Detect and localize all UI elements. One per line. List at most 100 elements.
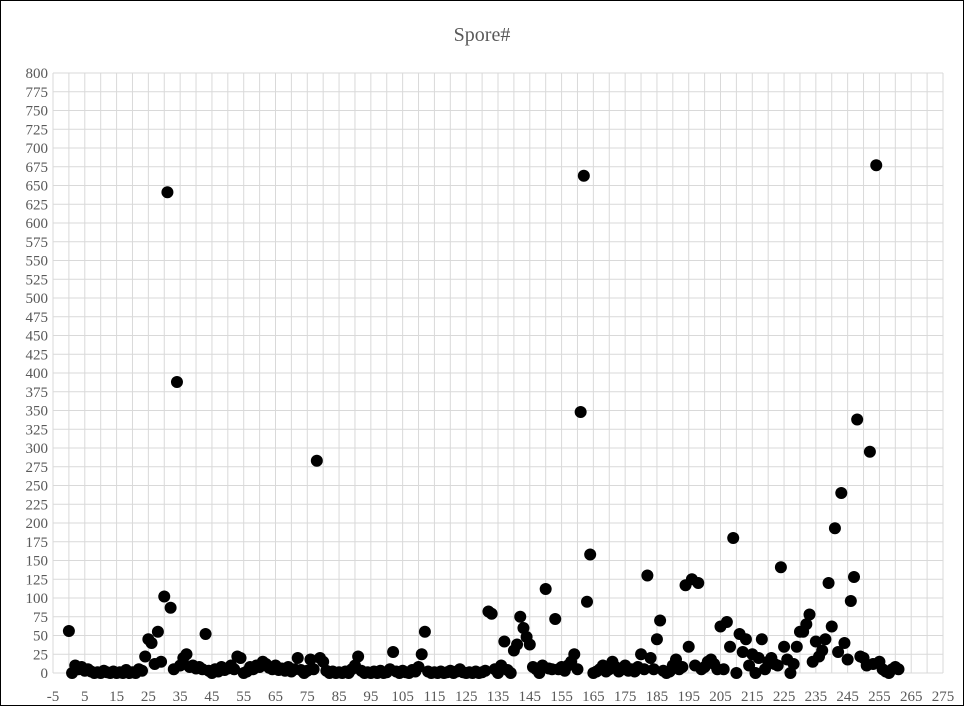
data-point — [736, 646, 749, 658]
data-point — [504, 667, 517, 679]
data-point — [581, 595, 593, 608]
data-point — [180, 648, 193, 661]
y-tick-label: 725 — [26, 122, 49, 138]
data-point — [739, 633, 752, 646]
data-point — [412, 661, 425, 673]
x-tick-label: 245 — [836, 689, 859, 705]
data-point — [317, 655, 330, 668]
y-tick-label: 550 — [26, 254, 49, 270]
y-tick-label: 400 — [26, 366, 49, 382]
y-axis-tick-labels: 0 25 50 75 100 125 150 175 200 225 250 275 300 325 350… — [26, 66, 49, 682]
x-tick-label: 255 — [868, 689, 891, 705]
data-point — [778, 640, 791, 653]
x-tick-label: 85 — [332, 689, 347, 705]
data-point — [641, 569, 654, 582]
data-point — [863, 445, 876, 458]
data-point — [644, 652, 657, 664]
x-tick-label: 5 — [81, 689, 89, 705]
x-tick-label: 35 — [173, 689, 188, 705]
x-tick-label: 15 — [109, 689, 124, 705]
data-point — [654, 614, 667, 627]
data-point — [809, 635, 822, 648]
data-point — [800, 618, 813, 631]
data-point — [136, 664, 148, 677]
data-point — [727, 532, 740, 544]
x-tick-label: 75 — [300, 689, 315, 705]
y-tick-label: 350 — [26, 404, 49, 420]
data-point — [234, 652, 247, 664]
x-tick-label: 165 — [582, 689, 605, 705]
data-point — [749, 667, 762, 679]
y-tick-label: 475 — [26, 310, 49, 326]
data-point — [228, 663, 241, 676]
y-tick-label: 100 — [26, 591, 49, 607]
data-point — [549, 613, 562, 625]
data-point — [568, 648, 581, 661]
data-point — [574, 406, 587, 418]
data-point — [539, 583, 552, 595]
data-point — [291, 652, 304, 664]
y-tick-label: 375 — [26, 385, 49, 401]
data-point — [517, 622, 530, 634]
data-point — [151, 625, 164, 638]
y-tick-label: 200 — [26, 516, 49, 532]
x-tick-label: 145 — [519, 689, 542, 705]
data-point — [724, 640, 737, 653]
y-tick-label: 300 — [26, 441, 49, 457]
y-tick-label: 150 — [26, 554, 49, 570]
x-tick-label: 25 — [141, 689, 156, 705]
x-tick-label: 215 — [741, 689, 764, 705]
data-point — [523, 638, 536, 651]
data-point — [717, 663, 730, 676]
data-point — [819, 633, 832, 646]
x-tick-label: -5 — [47, 689, 60, 705]
data-point — [835, 487, 848, 499]
data-point — [647, 663, 660, 676]
y-tick-label: 525 — [26, 272, 49, 288]
data-point — [352, 650, 365, 663]
data-point — [682, 640, 695, 653]
y-tick-label: 700 — [26, 141, 49, 157]
data-point — [514, 610, 527, 623]
data-point — [415, 648, 428, 661]
x-tick-label: 135 — [487, 689, 510, 705]
data-point — [755, 633, 768, 646]
data-points — [62, 159, 905, 679]
x-tick-label: 235 — [805, 689, 828, 705]
x-tick-label: 275 — [932, 689, 955, 705]
data-point — [145, 637, 158, 649]
y-tick-label: 0 — [41, 666, 49, 682]
y-tick-label: 325 — [26, 422, 49, 438]
data-point — [635, 648, 648, 661]
data-point — [304, 653, 317, 666]
y-tick-label: 800 — [26, 66, 49, 82]
data-point — [584, 548, 597, 561]
data-point — [774, 561, 787, 574]
data-point — [310, 454, 323, 467]
data-point — [307, 663, 320, 676]
data-point — [816, 644, 829, 657]
data-point — [479, 664, 492, 677]
y-tick-label: 425 — [26, 347, 49, 363]
data-point — [771, 659, 784, 672]
y-tick-label: 50 — [33, 629, 48, 645]
x-tick-label: 65 — [268, 689, 283, 705]
y-tick-label: 650 — [26, 179, 49, 195]
data-point — [851, 413, 864, 426]
data-point — [825, 620, 838, 633]
x-tick-label: 95 — [363, 689, 378, 705]
data-point — [838, 637, 851, 649]
data-point — [62, 625, 75, 637]
data-point — [161, 186, 174, 199]
y-tick-label: 275 — [26, 460, 49, 476]
data-point — [485, 607, 498, 620]
x-tick-label: 155 — [550, 689, 573, 705]
data-point — [511, 638, 524, 651]
x-tick-label: 125 — [455, 689, 478, 705]
x-tick-label: 225 — [773, 689, 796, 705]
y-tick-label: 775 — [26, 85, 49, 101]
x-tick-label: 175 — [614, 689, 637, 705]
data-point — [841, 653, 854, 666]
